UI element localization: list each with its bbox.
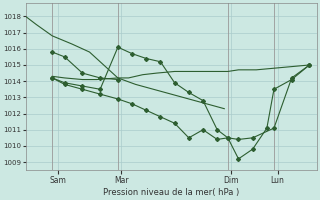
X-axis label: Pression niveau de la mer( hPa ): Pression niveau de la mer( hPa )	[103, 188, 239, 197]
